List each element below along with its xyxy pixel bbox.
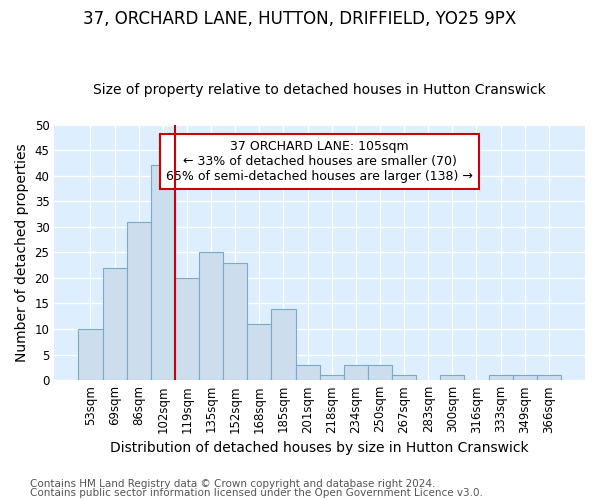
Bar [320, 375, 344, 380]
Bar [127, 222, 151, 380]
Bar [537, 375, 561, 380]
Bar [151, 166, 175, 380]
Bar [440, 375, 464, 380]
Text: 37, ORCHARD LANE, HUTTON, DRIFFIELD, YO25 9PX: 37, ORCHARD LANE, HUTTON, DRIFFIELD, YO2… [83, 10, 517, 28]
Bar [103, 268, 127, 380]
Bar [512, 375, 537, 380]
Text: Contains HM Land Registry data © Crown copyright and database right 2024.: Contains HM Land Registry data © Crown c… [30, 479, 436, 489]
Title: Size of property relative to detached houses in Hutton Cranswick: Size of property relative to detached ho… [93, 83, 546, 97]
Y-axis label: Number of detached properties: Number of detached properties [15, 143, 29, 362]
Bar [79, 329, 103, 380]
Bar [488, 375, 512, 380]
Text: Contains public sector information licensed under the Open Government Licence v3: Contains public sector information licen… [30, 488, 483, 498]
Bar [392, 375, 416, 380]
Bar [199, 252, 223, 380]
Bar [223, 262, 247, 380]
Bar [247, 324, 271, 380]
Text: 37 ORCHARD LANE: 105sqm
← 33% of detached houses are smaller (70)
65% of semi-de: 37 ORCHARD LANE: 105sqm ← 33% of detache… [166, 140, 473, 183]
Bar [368, 365, 392, 380]
Bar [296, 365, 320, 380]
Bar [271, 308, 296, 380]
Bar [175, 278, 199, 380]
Bar [344, 365, 368, 380]
X-axis label: Distribution of detached houses by size in Hutton Cranswick: Distribution of detached houses by size … [110, 441, 529, 455]
